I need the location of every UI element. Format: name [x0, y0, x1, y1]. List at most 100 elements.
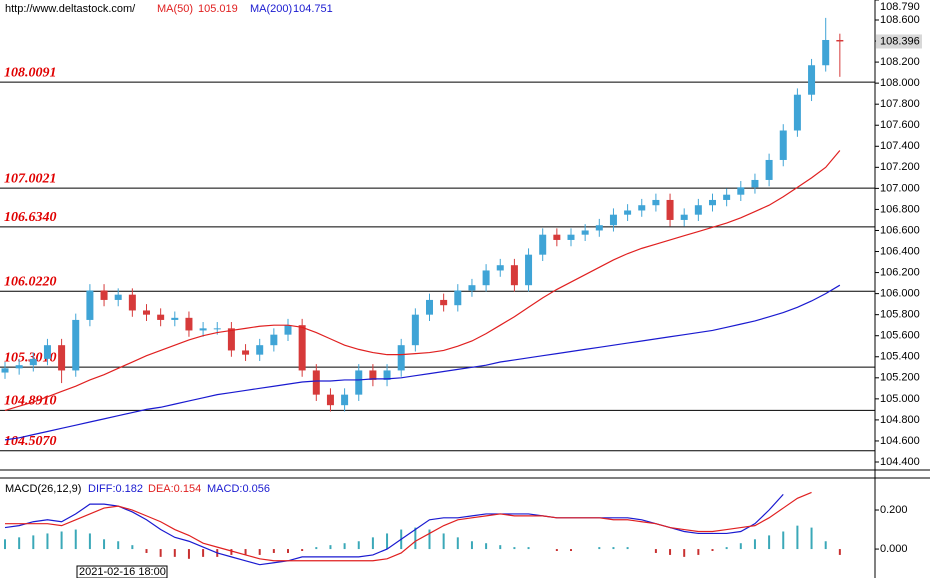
candle-body	[284, 325, 292, 335]
candle-body	[397, 345, 405, 371]
candle-body	[242, 350, 250, 355]
last-price-box	[876, 34, 922, 49]
candle-body	[723, 194, 731, 200]
y-tick-label: 106.400	[880, 245, 920, 257]
candle-body	[496, 265, 504, 271]
candle-body	[765, 159, 773, 180]
candle-body	[454, 290, 462, 306]
level-label: 104.8910	[4, 394, 57, 409]
candle-body	[326, 394, 334, 406]
candle-body	[199, 328, 207, 331]
candle-body	[567, 234, 575, 240]
level-label: 105.3010	[4, 350, 57, 365]
y-tick-label: 108.200	[880, 56, 920, 68]
candle-body	[43, 345, 51, 359]
y-tick-label: 104.800	[880, 414, 920, 426]
level-label: 106.6340	[4, 210, 57, 225]
candle-body	[779, 130, 787, 160]
y-tick-label: 106.800	[880, 203, 920, 215]
candle-body	[609, 214, 617, 226]
last-price-label: 108.396	[880, 35, 920, 47]
candle-body	[652, 199, 660, 206]
y-tick-label: 104.400	[880, 456, 920, 468]
level-label: 107.0021	[4, 171, 57, 186]
y-tick-label: 0.000	[880, 543, 908, 555]
y-tick-label: 105.000	[880, 393, 920, 405]
candle-body	[298, 325, 306, 371]
candle-body	[737, 187, 745, 195]
y-tick-label: 107.600	[880, 119, 920, 131]
candle-body	[270, 334, 278, 346]
legend-entry: DIFF:0.182	[88, 483, 143, 495]
y-tick-label: 108.600	[880, 14, 920, 26]
candle-body	[539, 234, 547, 255]
y-tick-label: 107.000	[880, 182, 920, 194]
candle-body	[624, 210, 632, 215]
level-label: 106.0220	[4, 275, 57, 290]
candle-body	[227, 328, 235, 351]
ma-value: 104.751	[293, 3, 333, 15]
candle-body	[426, 299, 433, 315]
candle-body	[793, 94, 801, 131]
y-tick-label: 105.800	[880, 309, 920, 321]
candle-body	[29, 358, 37, 366]
candle-body	[369, 370, 377, 380]
legend-entry: MACD:0.056	[207, 483, 270, 495]
line	[5, 491, 812, 562]
candle-body	[171, 317, 179, 320]
level-label: 108.0091	[4, 65, 57, 80]
candle-body	[157, 314, 165, 320]
y-tick-label: 108.790	[880, 1, 920, 13]
y-tick-label: 107.400	[880, 140, 920, 152]
candle-body	[680, 214, 688, 220]
y-tick-label: 106.200	[880, 266, 920, 278]
candle-body	[751, 179, 759, 188]
source: http://www.deltastock.com/	[5, 3, 136, 15]
candle-body	[468, 285, 476, 291]
line	[4, 150, 841, 412]
y-tick-label: 106.000	[880, 288, 920, 300]
candle-body	[100, 290, 108, 300]
candle-body	[666, 199, 674, 220]
candle-body	[638, 205, 646, 211]
candle-body	[341, 394, 349, 406]
ma-label: MA(50)	[157, 3, 193, 15]
candle-body	[143, 310, 150, 315]
candle-body	[553, 234, 561, 240]
candle-body	[213, 328, 221, 330]
candle-body	[595, 225, 603, 231]
candle-body	[822, 39, 830, 66]
y-tick-label: 104.600	[880, 435, 920, 447]
line	[4, 284, 841, 441]
candle-body	[411, 314, 419, 346]
y-tick-label: 106.600	[880, 224, 920, 236]
candle-body	[510, 265, 518, 286]
ma-label: MA(200)	[250, 3, 292, 15]
candle-body	[72, 319, 80, 371]
y-tick-label: 0.200	[880, 504, 908, 516]
candle-body	[185, 317, 193, 331]
candle-body	[694, 205, 702, 215]
candle-body	[86, 290, 94, 320]
ma-value: 105.019	[198, 3, 238, 15]
y-tick-label: 107.800	[880, 98, 920, 110]
timestamp: 2021-02-16 18:00	[79, 566, 166, 578]
y-tick-label: 105.400	[880, 351, 920, 363]
candle-body	[128, 294, 136, 311]
candle-body	[836, 39, 844, 42]
candle-body	[482, 270, 490, 286]
candle-body	[312, 370, 320, 395]
candle-body	[15, 365, 23, 369]
y-tick-label: 105.600	[880, 330, 920, 342]
time-box	[76, 565, 168, 578]
legend-entry: DEA:0.154	[148, 483, 201, 495]
candle-body	[355, 370, 363, 395]
candle-body	[808, 65, 816, 95]
candle-body	[709, 199, 716, 206]
candle-body	[58, 345, 66, 371]
y-tick-label: 108.000	[880, 77, 920, 89]
candle-body	[440, 299, 448, 306]
candle-body	[383, 370, 391, 380]
candle-body	[581, 230, 589, 235]
